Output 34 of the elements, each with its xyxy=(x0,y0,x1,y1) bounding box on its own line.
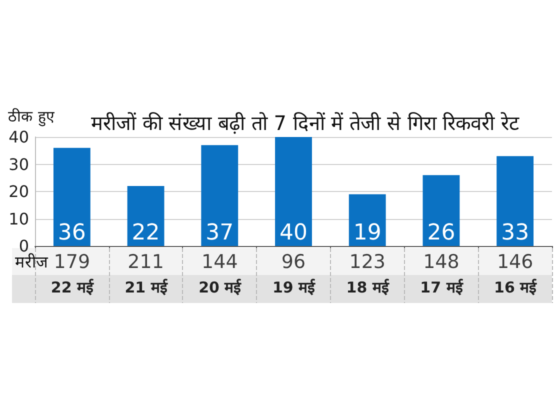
y-tick-label: 20 xyxy=(8,182,29,201)
chart-title: मरीजों की संख्या बढ़ी तो 7 दिनों में तेजी से गिरा रिकवरी रेट xyxy=(91,111,520,135)
data-label: 22 xyxy=(132,220,160,246)
bar xyxy=(127,186,164,246)
data-label: 211 xyxy=(128,250,164,273)
data-label: 123 xyxy=(349,250,386,273)
data-label: 144 xyxy=(202,250,238,273)
bar xyxy=(422,175,460,246)
x-tick-label: 16 मई xyxy=(494,278,538,296)
bar xyxy=(496,156,534,246)
data-label: 33 xyxy=(501,220,530,246)
x-tick-label: 20 मई xyxy=(198,278,242,296)
x-tick-label: 22 मई xyxy=(50,278,94,296)
x-tick-label: 19 मई xyxy=(272,278,316,296)
data-label: 179 xyxy=(54,250,90,273)
data-label: 26 xyxy=(427,220,456,246)
data-label: 40 xyxy=(280,220,308,246)
bar xyxy=(348,194,386,246)
bar xyxy=(275,137,312,246)
data-label: 146 xyxy=(496,250,534,273)
data-label: 19 xyxy=(353,220,382,246)
x-tick-label: 18 मई xyxy=(346,278,390,296)
data-label: 36 xyxy=(58,220,86,246)
y-tick-label: 10 xyxy=(8,209,29,228)
data-label: 37 xyxy=(206,220,234,246)
y-tick-label: 40 xyxy=(8,128,29,146)
x-tick-label: 17 मई xyxy=(420,278,464,296)
y-tick-label: 30 xyxy=(8,154,29,174)
data-label: 96 xyxy=(281,250,306,273)
x-tick-label: 21 मई xyxy=(124,278,168,296)
y-axis-title: ठीक हुए xyxy=(8,108,55,126)
data-label: 148 xyxy=(423,250,460,273)
bar xyxy=(201,145,238,246)
bar xyxy=(53,148,90,246)
